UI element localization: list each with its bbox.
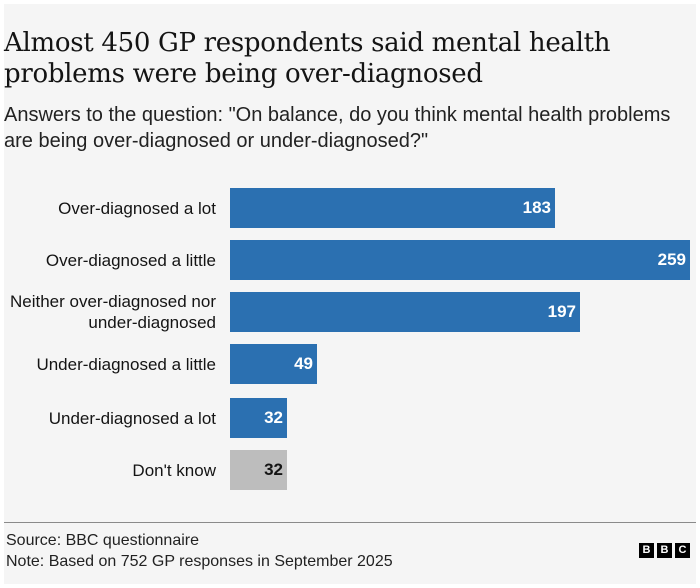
category-label: Over-diagnosed a little — [45, 250, 216, 270]
value-label: 183 — [522, 198, 551, 217]
category-label: Over-diagnosed a lot — [58, 198, 216, 218]
logo-letter: B — [657, 543, 672, 558]
logo-letter: C — [675, 543, 690, 558]
bar — [230, 292, 580, 332]
category-label: Under-diagnosed a little — [36, 354, 216, 374]
value-label: 49 — [294, 354, 313, 373]
value-label: 197 — [547, 302, 576, 321]
source-text: Source: BBC questionnaire — [6, 532, 199, 549]
footer: Source: BBC questionnaire Note: Based on… — [6, 530, 393, 572]
chart-subtitle: Answers to the question: "On balance, do… — [4, 104, 671, 152]
bar — [230, 344, 317, 384]
chart-title: Almost 450 GP respondents said mental he… — [4, 28, 611, 89]
bar — [230, 188, 555, 228]
footer-divider — [4, 522, 696, 523]
bar — [230, 450, 287, 490]
category-label: Don't know — [132, 460, 216, 480]
value-label: 32 — [264, 408, 283, 427]
note-text: Note: Based on 752 GP responses in Septe… — [6, 553, 393, 570]
value-label: 259 — [657, 250, 686, 269]
logo-letter: B — [639, 543, 654, 558]
value-label: 32 — [264, 460, 283, 479]
category-label: Under-diagnosed a lot — [48, 408, 216, 428]
bar — [230, 240, 690, 280]
bar — [230, 398, 287, 438]
category-label: Neither over-diagnosed nor under-diagnos… — [9, 292, 216, 332]
bbc-logo: B B C — [639, 543, 690, 558]
